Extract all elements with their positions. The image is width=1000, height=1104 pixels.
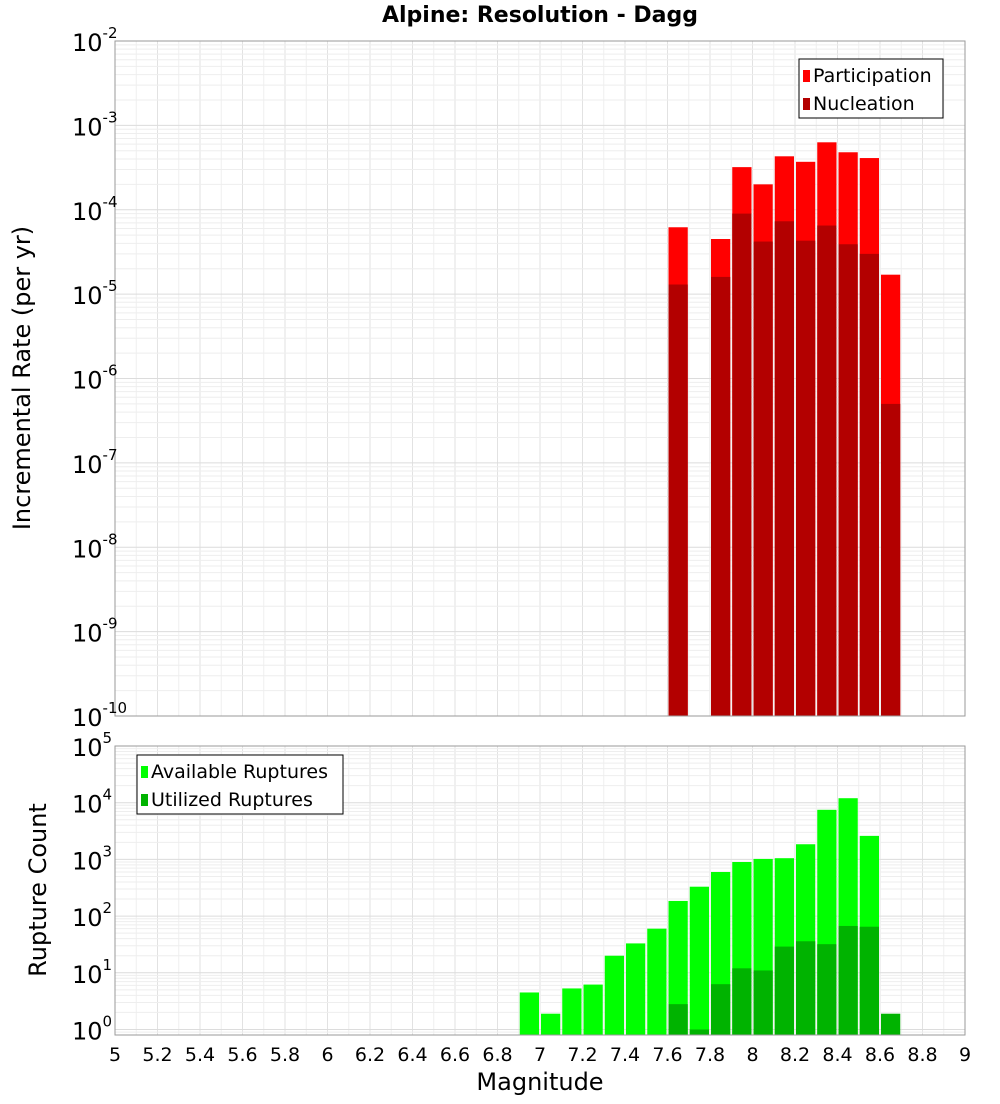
bottom-y-tick-label: 105 xyxy=(72,729,112,762)
rupture-count-panel: 100 101 102 103 104 105 Available Ruptures Util… xyxy=(72,729,971,1066)
bottom-bar-available-ruptures xyxy=(668,900,688,1035)
x-axis-label: Magnitude xyxy=(476,1068,603,1096)
top-y-axis-label: Incremental Rate (per yr) xyxy=(8,226,36,530)
bottom-bar-utilized-ruptures xyxy=(859,926,879,1035)
bottom-y-tick-label: 104 xyxy=(72,786,112,819)
top-legend: Participation Nucleation xyxy=(798,58,944,119)
bottom-bar-available-ruptures xyxy=(647,928,667,1035)
bottom-bar-utilized-ruptures xyxy=(689,1029,709,1035)
bottom-bar-utilized-ruptures xyxy=(838,925,858,1035)
top-bar-nucleation xyxy=(774,221,794,716)
top-legend-box xyxy=(798,58,944,119)
bottom-bar-utilized-ruptures xyxy=(668,1004,688,1035)
top-series-nucleation xyxy=(668,213,901,717)
bottom-bar-utilized-ruptures xyxy=(796,941,816,1035)
bottom-legend-swatch-available-ruptures xyxy=(141,766,148,778)
bottom-bar-available-ruptures xyxy=(583,984,603,1035)
participation-nucleation-panel: 10-10 10-9 10-8 10-7 10-6 10-5 10-4 10-3 10-2 Par… xyxy=(72,24,966,732)
bottom-y-ticks: 100 101 102 103 104 105 xyxy=(72,729,112,1046)
top-y-tick-label: 10-9 xyxy=(72,615,118,648)
top-y-tick-label: 10-10 xyxy=(72,699,127,732)
top-bar-nucleation xyxy=(817,225,837,716)
top-y-tick-label: 10-5 xyxy=(72,277,118,310)
top-bar-nucleation xyxy=(732,213,752,717)
x-tick-label: 6 xyxy=(321,1044,333,1066)
bottom-legend-box xyxy=(136,754,344,815)
bottom-legend-label-available-ruptures: Available Ruptures xyxy=(151,761,328,783)
x-tick-label: 5 xyxy=(109,1044,121,1066)
top-bar-nucleation xyxy=(859,253,879,716)
top-y-tick-label: 10-3 xyxy=(72,108,118,141)
bottom-y-tick-label: 103 xyxy=(72,842,112,875)
bottom-bar-utilized-ruptures xyxy=(753,970,773,1035)
top-bar-nucleation xyxy=(753,241,773,717)
bottom-bar-available-ruptures xyxy=(604,955,624,1035)
x-tick-label: 6.2 xyxy=(355,1044,385,1066)
top-legend-label-nucleation: Nucleation xyxy=(813,93,915,115)
top-y-tick-label: 10-2 xyxy=(72,24,118,57)
bottom-y-tick-label: 100 xyxy=(72,1013,112,1046)
bottom-plot-frame xyxy=(114,745,966,1036)
bottom-bar-available-ruptures xyxy=(562,988,582,1035)
x-tick-label: 8.8 xyxy=(907,1044,937,1066)
top-y-tick-label: 10-8 xyxy=(72,530,118,563)
bottom-y-tick-label: 102 xyxy=(72,899,112,932)
bottom-y-axis-label: Rupture Count xyxy=(24,803,52,977)
bottom-legend-swatch-utilized-ruptures xyxy=(141,794,148,806)
bottom-series-utilized-ruptures xyxy=(668,925,901,1035)
x-tick-label: 7.4 xyxy=(610,1044,640,1066)
bottom-bar-available-ruptures xyxy=(626,943,646,1035)
bottom-bar-available-ruptures xyxy=(519,992,539,1035)
chart-title: Alpine: Resolution - Dagg xyxy=(382,3,698,28)
x-tick-label: 5.8 xyxy=(270,1044,300,1066)
top-bar-nucleation xyxy=(881,403,901,716)
top-bar-nucleation xyxy=(668,284,688,716)
x-tick-label: 7.8 xyxy=(695,1044,725,1066)
x-tick-label: 5.2 xyxy=(142,1044,172,1066)
x-tick-label: 8.2 xyxy=(780,1044,810,1066)
top-legend-swatch-participation xyxy=(803,70,810,82)
x-tick-label: 6.8 xyxy=(482,1044,512,1066)
top-y-tick-label: 10-7 xyxy=(72,446,118,479)
bottom-legend-label-utilized-ruptures: Utilized Ruptures xyxy=(151,789,313,811)
bottom-bar-available-ruptures xyxy=(541,1013,561,1035)
x-ticks: 5 5.2 5.4 5.6 5.8 6 6.2 6.4 6.6 6.8 7 7.2 7.4 7.6 7.8 8… xyxy=(109,1044,971,1066)
top-bar-nucleation xyxy=(711,276,731,716)
bottom-bar-utilized-ruptures xyxy=(711,984,731,1035)
bottom-bar-utilized-ruptures xyxy=(732,968,752,1035)
top-y-tick-label: 10-6 xyxy=(72,362,118,395)
top-y-tick-label: 10-4 xyxy=(72,193,118,226)
x-tick-label: 6.6 xyxy=(440,1044,470,1066)
x-tick-label: 9 xyxy=(959,1044,971,1066)
top-legend-swatch-nucleation xyxy=(803,98,810,110)
x-tick-label: 5.4 xyxy=(185,1044,215,1066)
x-tick-label: 7.6 xyxy=(652,1044,682,1066)
bottom-bar-available-ruptures xyxy=(689,886,709,1035)
x-tick-label: 7.2 xyxy=(567,1044,597,1066)
x-tick-label: 8.6 xyxy=(865,1044,895,1066)
top-bar-nucleation xyxy=(796,240,816,717)
bottom-bar-utilized-ruptures xyxy=(774,946,794,1035)
top-legend-label-participation: Participation xyxy=(813,65,932,87)
x-tick-label: 8.4 xyxy=(822,1044,852,1066)
bottom-y-tick-label: 101 xyxy=(72,956,112,989)
top-plot-frame xyxy=(114,40,966,717)
bottom-bar-utilized-ruptures xyxy=(881,1013,901,1035)
x-tick-label: 6.4 xyxy=(397,1044,427,1066)
top-bar-nucleation xyxy=(838,244,858,717)
x-tick-label: 7 xyxy=(534,1044,546,1066)
top-grid xyxy=(114,40,966,717)
x-tick-label: 8 xyxy=(746,1044,758,1066)
x-tick-label: 5.6 xyxy=(227,1044,257,1066)
bottom-legend: Available Ruptures Utilized Ruptures xyxy=(136,754,344,815)
bottom-bar-utilized-ruptures xyxy=(817,944,837,1035)
